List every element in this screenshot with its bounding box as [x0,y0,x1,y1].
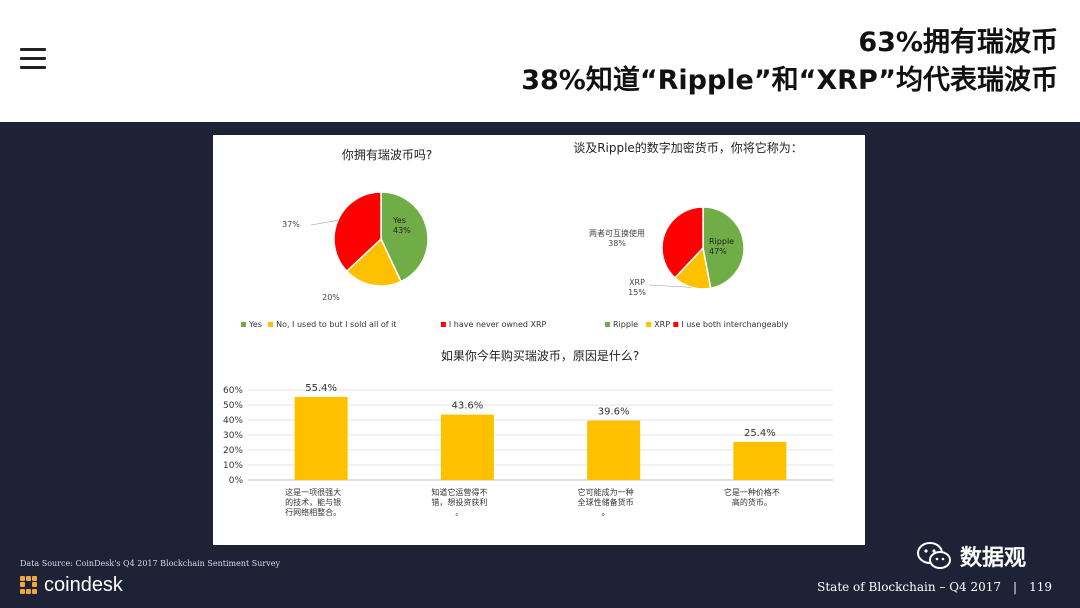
bar-1 [440,414,494,480]
pie1-label-2-line: 37% [282,220,300,229]
pie1-label-2: 37% [282,220,300,229]
pie1-label-0: Yes 43% [392,216,411,235]
pie1-legend: Yes No, I used to but I sold all of it I h… [241,320,547,329]
wechat-icon [917,542,951,569]
bar-value-label-0: 55.4% [305,383,337,394]
pie2-label-2-line: 38% [608,239,626,248]
coindesk-logo-icon [20,576,38,594]
pie1-label-1-line: 20% [322,293,340,302]
coindesk-logo-text: coindesk [44,573,123,596]
bars [294,396,787,480]
bar-chart-title: 如果你今年购买瑞波币，原因是什么? [441,348,639,363]
pie1-legend-swatch-0 [241,322,246,327]
bar-category-label-2-line: 它可能成为一种 [578,487,634,497]
pie1-legend-swatch-2 [440,322,446,327]
bar-category-label-1-line: 知道它运营得不 [431,487,487,497]
data-source-note: Data Source: CoinDesk's Q4 2017 Blockcha… [20,559,280,568]
bar-0 [294,396,348,480]
pie2-label-0-line: 47% [709,247,727,256]
bar-value-labels: 55.4% 43.6% 39.6% 25.4% [305,383,776,439]
page-title-line2: 38%知道“Ripple”和“XRP”均代表瑞波币 [521,65,1058,96]
bar-ytick-4: 40% [223,416,243,426]
pie2-label-1-line: XRP [629,278,645,287]
chart-panel: 你拥有瑞波币吗? Yes 43% 20% 37% Yes No, I used to b… [213,135,865,545]
pie2-legend-label-1: XRP [654,320,670,329]
bar-category-label-3: 它是一种价格不高的货币。 [724,487,780,507]
footer-separator: | [1013,580,1018,594]
bar-category-label-0: 这是一项很强大的技术，能与银行网络相整合。 [285,487,341,517]
page-title-line1: 63%拥有瑞波币 [858,27,1058,58]
bar-2 [587,420,641,480]
bar-ytick-2: 20% [223,446,243,456]
pie2-legend-swatch-2 [673,322,679,327]
pie1-slices [333,191,429,287]
pie2-legend-swatch-1 [646,322,652,327]
bar-ytick-5: 50% [223,401,243,411]
pie2-slice-0 [702,206,745,290]
bar-y-ticks: 0% 10% 20% 30% 40% 50% 60% [223,386,243,486]
pie2-label-2: 两者可互换使用 38% [589,228,645,248]
bar-category-labels: 这是一项很强大的技术，能与银行网络相整合。知道它运营得不错，想投资获利。它可能成… [285,487,780,517]
pie1-title: 你拥有瑞波币吗? [342,148,432,162]
header: 63%拥有瑞波币 38%知道“Ripple”和“XRP”均代表瑞波币 [0,0,1080,122]
pie2-label-2-line: 两者可互换使用 [589,228,645,238]
bar-3 [733,441,787,480]
pie1-legend-swatch-1 [268,322,274,327]
bar-category-label-2-line: 全球性储备货币 [578,497,634,507]
bar-ytick-3: 30% [223,431,243,441]
wechat-watermark: 数据观 [916,536,1026,576]
bar-ytick-6: 60% [223,386,243,396]
pie2-title: 谈及Ripple的数字加密货币，你将它称为： [573,140,803,155]
pie2-slices [661,206,745,290]
wechat-account-name: 数据观 [960,546,1027,571]
pie2-legend-label-0: Ripple [613,320,638,329]
pie1-legend-label-1: No, I used to but I sold all of it [276,320,396,329]
pie1-slice-1 [345,237,403,287]
pie1-labels: Yes 43% 20% 37% [282,216,411,302]
charts-svg: 你拥有瑞波币吗? Yes 43%20%37% Yes No, I used to b… [223,140,833,517]
pie1-legend-label-0: Yes [248,320,262,329]
bar-category-label-0-line: 的技术，能与银 [285,497,341,507]
coindesk-logo: coindesk [20,574,123,596]
bar-category-label-1-line: 错，想投资获利 [431,497,487,507]
bar-category-label-3-line: 它是一种价格不 [724,487,780,497]
pie2-legend-swatch-0 [605,322,610,327]
pie2-slice-2 [661,206,704,279]
pie1-slice-0 [380,191,429,283]
bar-category-label-1: 知道它运营得不错，想投资获利。 [431,487,487,517]
bar-category-label-0-line: 行网络相整合。 [285,507,341,517]
pie2-label-1-line: 15% [628,288,646,297]
pie1-label-0-line: 43% [393,226,411,235]
pie2-legend-label-2: I use both interchangeably [681,320,788,329]
pie2-label-0: Ripple 47% [709,237,734,256]
bar-category-label-2: 它可能成为一种全球性储备货币。 [578,487,634,517]
footer-report-info: State of Blockchain – Q4 2017 | 119 [817,580,1052,594]
bar-category-label-0-line: 这是一项很强大 [285,487,341,497]
pie1-label-0-line: Yes [392,216,406,225]
bar-category-label-2-line: 。 [602,508,610,517]
bar-ytick-0: 0% [229,476,244,486]
bar-ytick-1: 10% [223,461,243,471]
pie1-leader-2 [310,220,338,226]
pie2-label-0-line: Ripple [709,237,734,246]
page-number: 119 [1029,580,1052,594]
report-title: State of Blockchain – Q4 2017 [817,580,1002,594]
bar-value-label-2: 39.6% [598,407,630,418]
pie1-label-1: 20% [322,293,340,302]
hamburger-menu-icon[interactable] [20,48,46,70]
pie2-labels: Ripple 47% XRP 15% 两者可互换使用 38% [589,228,734,297]
pie2-leader-1 [648,284,692,288]
pie1-legend-label-2: I have never owned XRP [449,320,547,329]
bar-value-label-3: 25.4% [744,428,776,439]
bar-category-label-3-line: 高的货币。 [732,497,772,507]
bar-category-label-1-line: 。 [455,508,463,517]
pie2-legend: Ripple XRP I use both interchangeably [605,320,789,329]
pie2-label-1: XRP 15% [628,278,646,297]
bar-value-label-1: 43.6% [451,401,483,412]
